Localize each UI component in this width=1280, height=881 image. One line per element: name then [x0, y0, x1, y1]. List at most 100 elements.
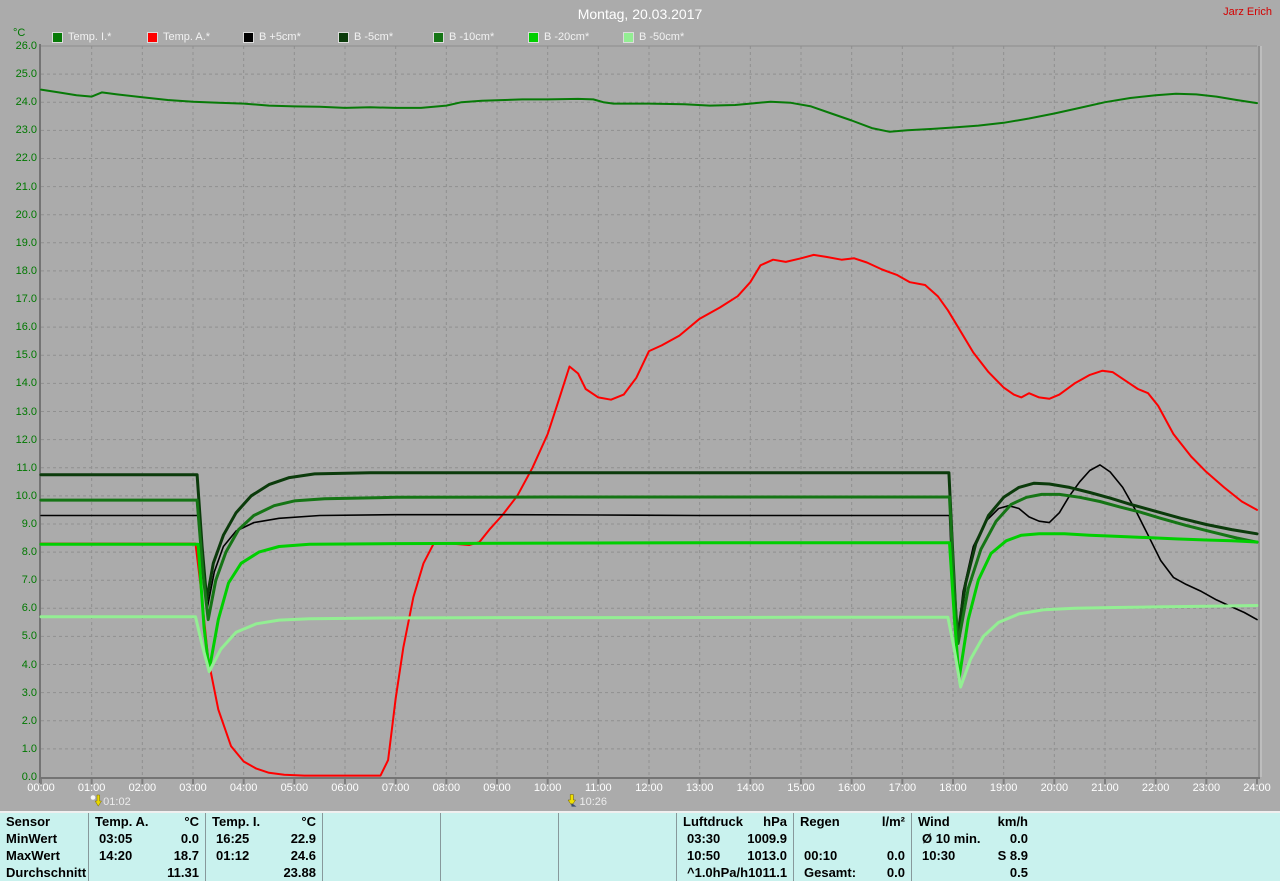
y-tick-label: 20.0	[15, 208, 37, 221]
sensor-unit: hPa	[763, 814, 787, 829]
table-filler	[1034, 813, 1280, 881]
series-temp-i	[40, 88, 1258, 133]
y-tick-label: 12.0	[15, 433, 37, 446]
x-tick-label: 07:00	[381, 782, 410, 794]
event-marker-time: 01:02	[103, 796, 131, 808]
table-column-header	[441, 813, 558, 830]
cell-value: 0.5	[1009, 865, 1028, 880]
legend-item-b-minus20: B -20cm*	[528, 31, 589, 43]
table-row	[323, 830, 440, 847]
legend-swatch-b-minus50-icon	[623, 31, 634, 43]
cell-time: Gesamt:	[804, 865, 857, 880]
sensor-name: Regen	[800, 814, 840, 829]
y-tick-label: 5.0	[21, 630, 37, 643]
table-column-header	[559, 813, 676, 830]
table-row: 01:12 24.6	[206, 847, 322, 864]
cell-time: 14:20	[99, 848, 133, 863]
legend-swatch-temp-a-icon	[147, 31, 158, 43]
table-column-empty	[440, 813, 558, 881]
cell-time: 03:30	[687, 831, 721, 846]
cell-value: 0.0	[1009, 831, 1028, 846]
table-row	[794, 830, 911, 847]
table-row-label: MaxWert	[0, 847, 88, 864]
x-tick-label: 01:00	[77, 782, 106, 794]
table-column-header: Temp. I. °C	[206, 813, 322, 830]
cell-value: 18.7	[173, 848, 199, 863]
legend-swatch-temp-i-icon	[52, 31, 63, 43]
legend-label-b-minus10: B -10cm*	[449, 31, 495, 43]
table-column-luftdruck: Luftdruck hPa 03:30 1009.9 10:50 1013.0 ^1.0hP…	[676, 813, 793, 881]
y-tick-label: 3.0	[21, 686, 37, 699]
event-marker: 10:26	[566, 794, 607, 810]
summary-table: Sensor MinWert MaxWert Durchschnitt Temp. A.…	[0, 811, 1280, 881]
event-marker: 01:02	[90, 794, 131, 809]
event-marker-icon	[566, 794, 578, 810]
table-row: ^1.0hPa/h 1011.1	[677, 864, 793, 881]
table-row-label-column: Sensor MinWert MaxWert Durchschnitt	[0, 813, 88, 881]
y-tick-label: 23.0	[15, 124, 37, 137]
sensor-unit: km/h	[997, 814, 1028, 829]
cell-time: 00:10	[804, 848, 838, 863]
y-axis-unit-label: °C	[13, 27, 26, 39]
x-tick-label: 12:00	[635, 782, 663, 794]
table-row: Gesamt: 0.0	[794, 864, 911, 881]
x-tick-label: 09:00	[483, 782, 511, 794]
y-tick-label: 16.0	[15, 321, 37, 334]
page-title: Montag, 20.03.2017	[577, 6, 703, 22]
table-row: 00:10 0.0	[794, 847, 911, 864]
cell-time: ^1.0hPa/h	[687, 865, 749, 880]
y-tick-label: 24.0	[15, 96, 37, 109]
y-tick-label: 21.0	[15, 180, 37, 193]
legend-item-b-minus10: B -10cm*	[433, 31, 494, 43]
sensor-name: Wind	[918, 814, 950, 829]
sensor-name: Temp. A.	[95, 814, 149, 829]
legend-item-temp-a: Temp. A.*	[147, 31, 210, 43]
table-column-temp-a-: Temp. A. °C 03:05 0.0 14:20 18.7 11.31	[88, 813, 205, 881]
table-row	[559, 847, 676, 864]
legend-item-b-minus5: B -5cm*	[338, 31, 393, 43]
table-row-label: Durchschnitt	[0, 864, 88, 881]
table-label-text: Sensor	[6, 814, 51, 829]
y-tick-label: 11.0	[16, 461, 37, 474]
x-tick-label: 02:00	[128, 782, 157, 794]
cell-value: 1011.1	[748, 865, 788, 880]
table-column-temp-i-: Temp. I. °C 16:25 22.9 01:12 24.6 23.88	[205, 813, 322, 881]
y-tick-label: 1.0	[21, 742, 37, 755]
table-row	[441, 830, 558, 847]
y-tick-label: 17.0	[15, 293, 37, 306]
cell-time: 10:30	[922, 848, 956, 863]
cell-value: 24.6	[290, 848, 316, 863]
cell-value: S 8.9	[997, 848, 1028, 863]
legend-swatch-b-minus5-icon	[338, 31, 349, 43]
legend-item-temp-i: Temp. I.*	[52, 31, 111, 43]
x-tick-label: 20:00	[1040, 782, 1069, 794]
sensor-name: Luftdruck	[683, 814, 743, 829]
table-row	[441, 847, 558, 864]
legend-swatch-b-minus20-icon	[528, 31, 539, 43]
x-tick-label: 10:00	[533, 782, 562, 794]
cell-value: 11.31	[167, 865, 199, 880]
x-tick-label: 08:00	[432, 782, 461, 794]
legend-label-b-minus20: B -20cm*	[544, 31, 590, 43]
event-marker-time: 10:26	[579, 796, 607, 808]
table-row	[559, 864, 676, 881]
table-row: 03:30 1009.9	[677, 830, 793, 847]
table-label-text: MaxWert	[6, 848, 60, 863]
y-tick-label: 26.0	[15, 40, 37, 52]
table-row: 11.31	[89, 864, 205, 881]
table-row: 14:20 18.7	[89, 847, 205, 864]
x-tick-label: 24:00	[1243, 782, 1271, 794]
legend-swatch-b-plus5-icon	[243, 31, 254, 43]
cell-value: 23.88	[283, 865, 316, 880]
cell-value: 0.0	[886, 865, 905, 880]
table-column-header: Temp. A. °C	[89, 813, 205, 830]
legend-item-b-minus50: B -50cm*	[623, 31, 684, 43]
table-column-empty	[322, 813, 440, 881]
sensor-unit: °C	[184, 814, 199, 829]
cell-value: 1013.0	[747, 848, 787, 863]
x-tick-label: 04:00	[229, 782, 258, 794]
x-tick-label: 17:00	[888, 782, 917, 794]
table-column-header	[323, 813, 440, 830]
